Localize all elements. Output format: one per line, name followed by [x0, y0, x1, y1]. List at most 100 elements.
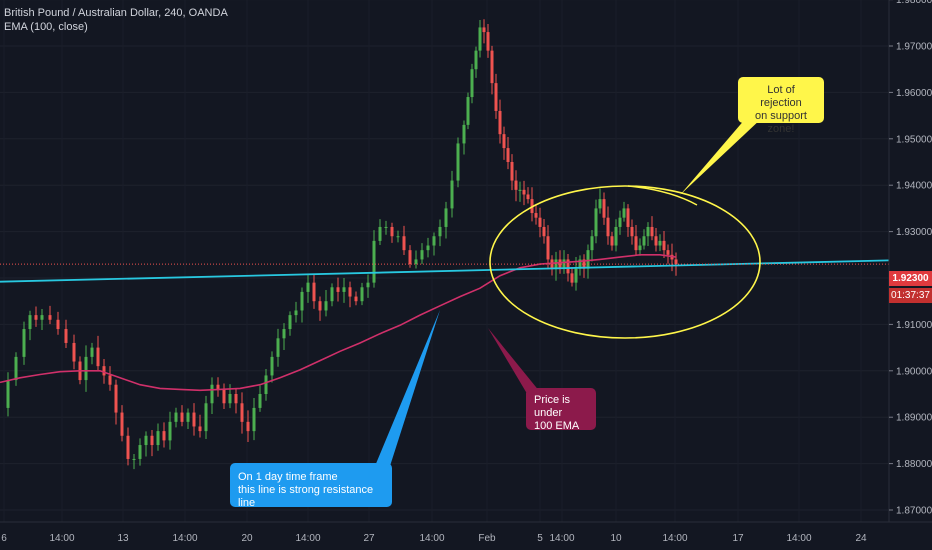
candle-body — [228, 394, 232, 404]
candle-body — [408, 250, 412, 265]
support-zone-callout[interactable]: Lot of rejection on support zone! — [738, 77, 824, 135]
candle-body — [342, 287, 346, 292]
candle-body — [384, 226, 388, 228]
candle-body — [518, 189, 522, 191]
candle-body — [312, 282, 316, 302]
candle-body — [258, 394, 262, 408]
candle-body — [626, 208, 630, 227]
candle-body — [538, 217, 542, 227]
candle-body — [34, 315, 38, 320]
chart-legend: British Pound / Australian Dollar, 240, … — [4, 6, 228, 34]
candle-body — [638, 245, 642, 251]
candle-body — [462, 124, 466, 144]
x-tick-label: 13 — [117, 533, 129, 544]
candle-body — [494, 83, 498, 111]
ema-callout-pointer — [488, 328, 540, 392]
x-tick-label: 27 — [363, 533, 375, 544]
y-tick-label: 1.88000 — [896, 459, 932, 470]
candle-body — [474, 50, 478, 70]
time-axis[interactable]: 6 14:00 13 14:00 20 14:00 27 14:00 Feb 5 14:00 10 14… — [1, 533, 867, 544]
candle-body — [288, 315, 292, 330]
x-tick-label: 14:00 — [172, 533, 197, 544]
ema-100-line — [0, 254, 677, 392]
y-tick-label: 1.93000 — [896, 227, 932, 238]
x-tick-label: 14:00 — [786, 533, 811, 544]
candle-body — [210, 384, 214, 404]
y-tick-label: 1.95000 — [896, 134, 932, 145]
candle-body — [654, 236, 658, 246]
resistance-callout-line-2: this line is strong resistance line — [238, 484, 374, 509]
candle-body — [482, 27, 486, 33]
ema-callout-line-2: 100 EMA — [534, 420, 580, 432]
candle-body — [658, 240, 662, 246]
candle-body — [234, 394, 238, 404]
candle-body — [360, 287, 364, 302]
candle-body — [240, 403, 244, 422]
candle-body — [270, 356, 274, 376]
candle-body — [56, 319, 60, 330]
x-tick-label: Feb — [478, 533, 496, 544]
candle-body — [174, 412, 178, 422]
candle-body — [318, 301, 322, 311]
x-tick-label: 14:00 — [419, 533, 444, 544]
candle-body — [610, 236, 614, 246]
candle-body — [614, 226, 618, 246]
candle-body — [526, 194, 530, 200]
indicator-label: EMA (100, close) — [4, 21, 88, 33]
candle-body — [354, 296, 358, 302]
candle-body — [456, 143, 460, 181]
candle-body — [586, 250, 590, 269]
candle-body — [162, 431, 166, 441]
candle-body — [514, 180, 518, 190]
x-tick-label: 14:00 — [549, 533, 574, 544]
candle-body — [642, 236, 646, 246]
candle-body — [180, 412, 184, 422]
candle-body — [48, 315, 52, 320]
candle-body — [96, 347, 100, 367]
x-tick-label: 10 — [610, 533, 622, 544]
y-tick-label: 1.94000 — [896, 181, 932, 192]
x-tick-label: 14:00 — [295, 533, 320, 544]
candlestick-series — [6, 19, 678, 470]
candle-body — [372, 240, 376, 283]
resistance-callout[interactable]: On 1 day time frame this line is strong … — [230, 463, 392, 509]
candle-body — [582, 259, 586, 269]
candle-body — [72, 342, 76, 362]
x-tick-label: 20 — [241, 533, 253, 544]
candle-body — [674, 259, 678, 265]
candle-body — [150, 435, 154, 446]
candle-body — [222, 389, 226, 404]
candle-body — [204, 403, 208, 432]
candle-body — [466, 97, 470, 125]
candle-body — [390, 226, 394, 237]
support-callout-line-1: Lot of rejection — [760, 84, 802, 109]
candle-body — [186, 412, 190, 422]
y-tick-label: 1.97000 — [896, 42, 932, 53]
y-tick-label: 1.89000 — [896, 413, 932, 424]
candle-body — [102, 366, 106, 376]
candle-body — [138, 445, 142, 459]
candle-body — [438, 226, 442, 237]
candle-body — [294, 310, 298, 316]
support-zone-arc — [627, 185, 698, 206]
resistance-callout-pointer — [375, 310, 440, 466]
candle-body — [414, 259, 418, 265]
candle-body — [324, 301, 328, 311]
price-axis[interactable]: 1.870001.880001.890001.900001.910001.920… — [889, 0, 932, 517]
candle-body — [216, 384, 220, 390]
candle-body — [366, 282, 370, 288]
candle-body — [246, 421, 250, 432]
candle-body — [630, 226, 634, 237]
candle-body — [622, 208, 626, 218]
current-price-tag: 1.92300 — [889, 271, 932, 286]
resistance-trendline[interactable] — [0, 259, 890, 283]
candle-body — [574, 268, 578, 283]
support-callout-line-2: on support zone! — [755, 110, 807, 135]
candle-body — [558, 259, 562, 269]
candle-body — [502, 134, 506, 149]
candle-body — [300, 291, 304, 311]
ema-callout[interactable]: Price is under 100 EMA — [526, 388, 596, 432]
candle-body — [646, 226, 650, 237]
candle-body — [606, 217, 610, 237]
